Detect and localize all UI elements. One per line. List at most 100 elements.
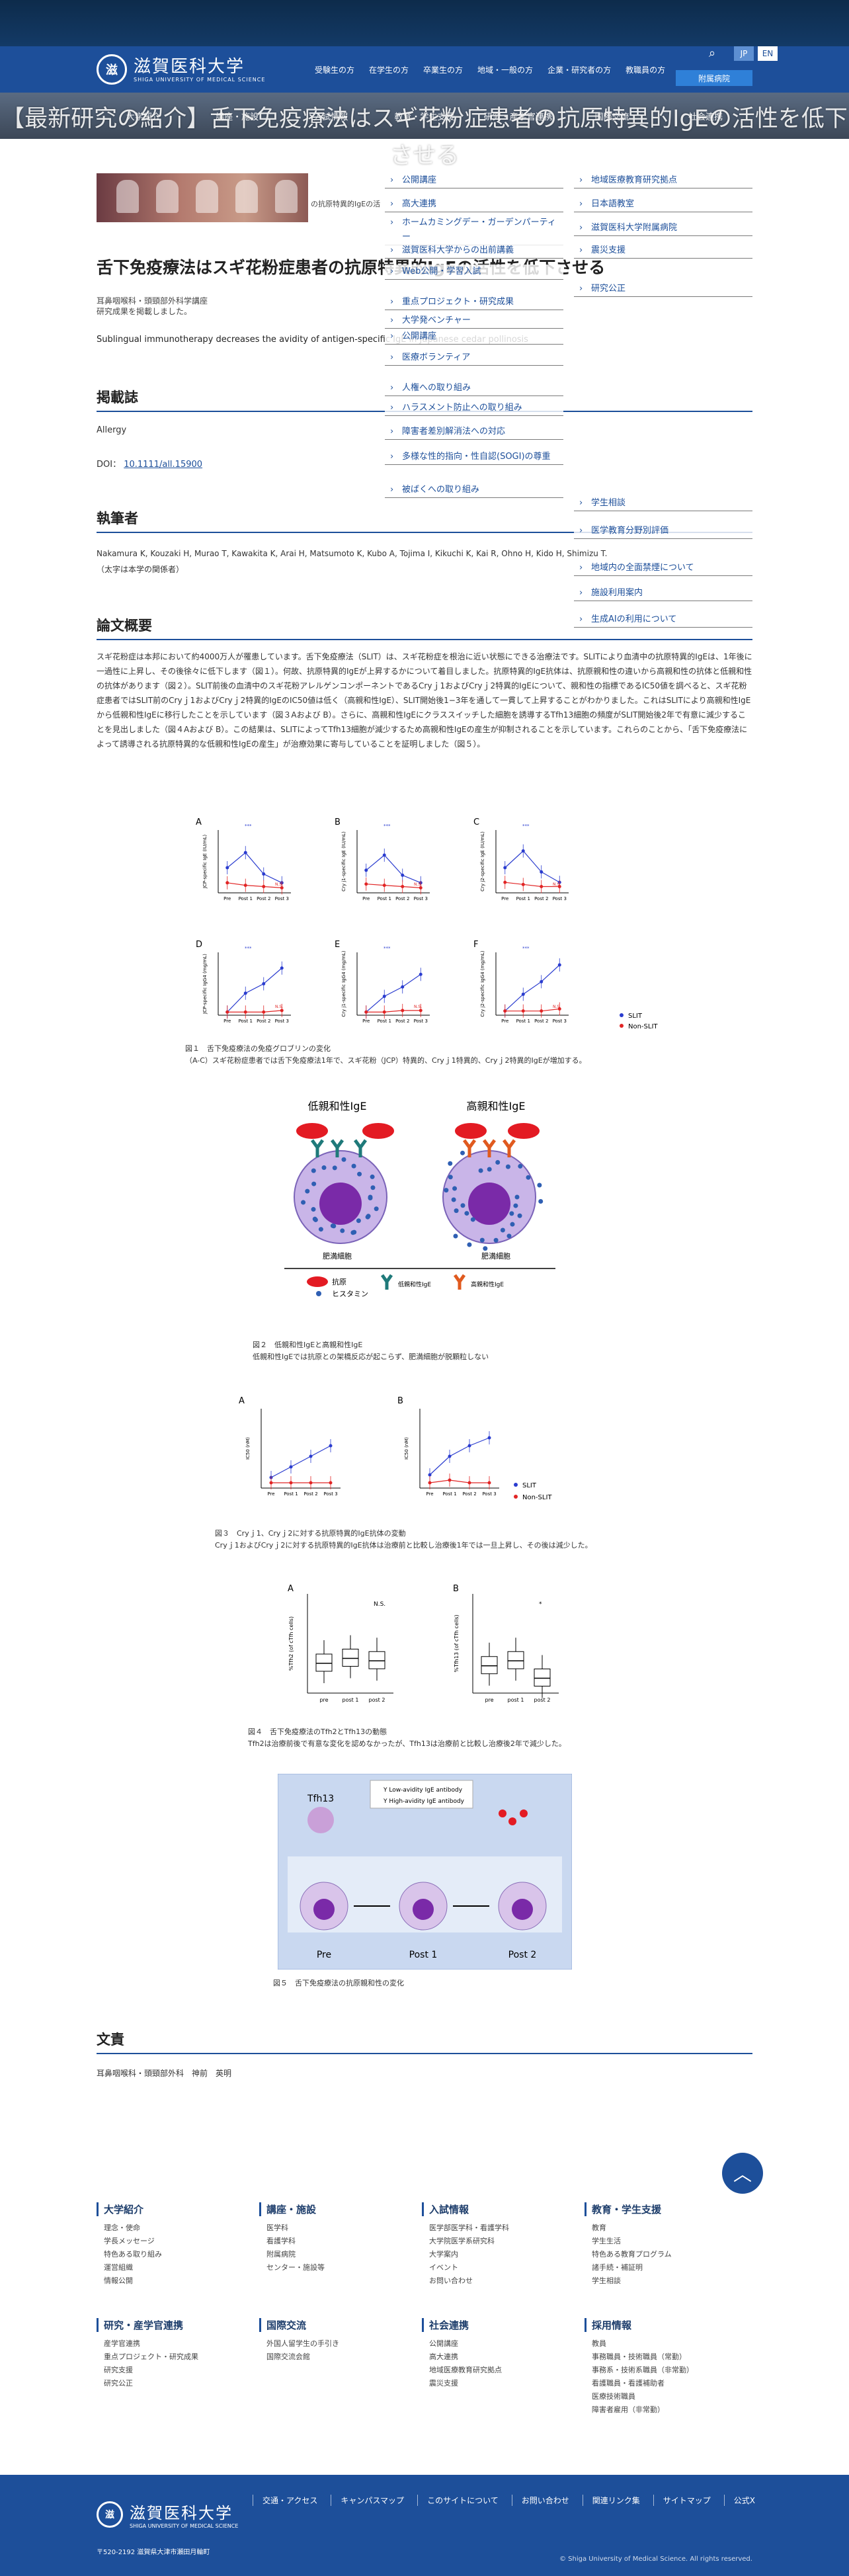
lang-jp-button[interactable]: JP [734,46,754,61]
gnav-item-departments[interactable]: 講座・施設 [216,112,259,122]
gnav-item-education[interactable]: 教育・学生支援 [394,112,455,122]
mega-menu-item[interactable]: ホームカミングデー・ガーデンパーティー [385,216,563,245]
mega-menu-item[interactable]: 滋賀医科大学附属病院 [574,221,752,236]
footer-link[interactable]: 医療技術職員 [592,2392,635,2401]
doi-link[interactable]: 10.1111/all.15900 [124,460,203,470]
footer-link[interactable]: センター・施設等 [266,2263,325,2272]
footer-link[interactable]: 重点プロジェクト・研究成果 [104,2352,198,2361]
footer-link[interactable]: 外国人留学生の手引き [266,2339,339,2348]
mega-menu-item[interactable]: 被ばくへの取り組み [385,483,563,498]
gnav-item-admissions[interactable]: 入試情報 [313,112,348,122]
footer-link[interactable]: 教育 [592,2223,606,2232]
mega-menu-item[interactable]: Web公開・学習入試 [385,265,563,280]
footer-column-title[interactable]: 研究・産学官連携 [97,2318,255,2332]
granule [318,1227,323,1232]
mega-menu-item[interactable]: 公開講座 [385,329,563,345]
footer-link[interactable]: 学生生活 [592,2237,621,2245]
mega-menu-item[interactable]: 障害者差別解消法への対応 [385,425,563,440]
mega-menu-item[interactable]: 地域内の全面禁煙について [574,561,752,576]
lang-en-button[interactable]: EN [758,46,778,61]
mega-menu-item[interactable]: ハラスメント防止への取り組み [385,401,563,416]
audience-link[interactable]: 受験生の方 [315,65,355,75]
footer-link[interactable]: 事務職員・技術職員（常勤） [592,2352,686,2361]
gnav-item-international[interactable]: 国際交流 [594,112,629,122]
gnav-item-community[interactable]: 社会連携 [688,112,723,122]
mega-menu-item[interactable]: 医学教育分野別評価 [574,524,752,539]
footer-link[interactable]: 公式X [723,2495,755,2506]
audience-link[interactable]: 地域・一般の方 [477,65,534,75]
footer-link[interactable]: 附属病院 [266,2250,296,2259]
mega-menu-item[interactable]: 地域医療教育研究拠点 [574,173,752,188]
footer-link[interactable]: 高大連携 [429,2352,458,2361]
footer-link[interactable]: お問い合わせ [429,2276,473,2285]
mega-menu-item[interactable]: 人権への取り組み [385,381,563,396]
footer-link[interactable]: 運営組織 [104,2263,133,2272]
footer-link[interactable]: キャンパスマップ [331,2495,404,2506]
footer-column-title[interactable]: 国際交流 [259,2318,418,2332]
audience-link[interactable]: 在学生の方 [369,65,409,75]
footer-link[interactable]: サイトマップ [653,2495,711,2506]
footer-link[interactable]: 産学官連携 [104,2339,140,2348]
footer-link[interactable]: 交通・アクセス [253,2495,317,2506]
mega-menu-item[interactable]: 公開講座 [385,173,563,188]
footer-link[interactable]: 事務系・技術系職員（非常勤） [592,2366,694,2374]
footer-link[interactable]: 学生相談 [592,2276,621,2285]
footer-link[interactable]: 医学部医学科・看護学科 [429,2223,509,2232]
audience-link[interactable]: 企業・研究者の方 [547,65,612,75]
back-to-top-button[interactable]: ︿ [722,2153,763,2194]
mega-menu-item[interactable]: 学生相談 [574,496,752,511]
footer-link[interactable]: 公開講座 [429,2339,458,2348]
footer-link[interactable]: 研究公正 [104,2379,133,2388]
footer-link[interactable]: このサイトについて [417,2495,499,2506]
footer-link[interactable]: 情報公開 [104,2276,133,2285]
mega-menu-item[interactable]: 大学発ベンチャー [385,313,563,329]
footer-link[interactable]: 特色ある教育プログラム [592,2250,672,2259]
footer-column-title[interactable]: 社会連携 [422,2318,581,2332]
footer-link[interactable]: 看護職員・看護補助者 [592,2379,665,2388]
footer-link[interactable]: 理念・使命 [104,2223,140,2232]
mega-menu-item[interactable]: 医療ボランティア [385,351,563,366]
footer-link[interactable]: 震災支援 [429,2379,458,2388]
footer-column-title[interactable]: 採用情報 [585,2318,743,2332]
footer-link[interactable]: 関連リンク集 [582,2495,640,2506]
audience-link[interactable]: 卒業生の方 [423,65,464,75]
footer-link[interactable]: 大学院医学系研究科 [429,2237,495,2245]
mega-menu-item[interactable]: 高大連携 [385,197,563,212]
mega-menu-item[interactable]: 生成AIの利用について [574,612,752,628]
footer-logo[interactable]: 滋 滋賀医科大学 SHIGA UNIVERSITY OF MEDICAL SCI… [97,2500,238,2529]
footer-link[interactable]: 学長メッセージ [104,2237,155,2245]
mega-menu-item[interactable]: 研究公正 [574,282,752,297]
footer-link[interactable]: 特色ある取り組み [104,2250,162,2259]
footer-link[interactable]: 地域医療教育研究拠点 [429,2366,502,2374]
gnav-item-about[interactable]: 大学紹介 [126,112,161,122]
breadcrumb: の抗原特異的IgEの活 [311,200,381,208]
mega-menu-item[interactable]: 震災支援 [574,243,752,259]
gnav-item-research[interactable]: 研究・産学官連携 [483,112,553,122]
hospital-button[interactable]: 附属病院 [676,70,752,86]
logo-emblem-icon: 滋 [97,2501,123,2528]
footer-link[interactable]: 看護学科 [266,2237,296,2245]
mega-menu-item[interactable]: 多様な性的指向・性自認(SOGI)の尊重 [385,450,563,465]
footer-link[interactable]: 医学科 [266,2223,288,2232]
mega-menu-item[interactable]: 施設利用案内 [574,586,752,601]
footer-link[interactable]: 障害者雇用（非常勤） [592,2405,665,2414]
footer-link[interactable]: イベント [429,2263,458,2272]
search-icon[interactable]: ⌕ [709,46,716,60]
footer-link[interactable]: 教員 [592,2339,606,2348]
footer-column-title[interactable]: 教育・学生支援 [585,2202,743,2216]
nucleus [313,1899,335,1920]
footer-link[interactable]: 研究支援 [104,2366,133,2374]
footer-column-title[interactable]: 大学紹介 [97,2202,255,2216]
footer-link[interactable]: 国際交流会館 [266,2352,310,2361]
mega-menu-item[interactable]: 重点プロジェクト・研究成果 [385,295,563,310]
site-logo[interactable]: 滋 滋賀医科大学 SHIGA UNIVERSITY OF MEDICAL SCI… [97,54,265,85]
footer-column-title[interactable]: 入試情報 [422,2202,581,2216]
audience-link[interactable]: 教職員の方 [626,65,666,75]
footer-link[interactable]: お問い合わせ [511,2495,569,2506]
footer-column-title[interactable]: 講座・施設 [259,2202,418,2216]
mega-menu-item[interactable]: 日本語教室 [574,197,752,212]
footer-link[interactable]: 大学案内 [429,2250,458,2259]
footer-link[interactable]: 諸手続・補証明 [592,2263,643,2272]
mega-menu-item[interactable]: 滋賀医科大学からの出前講義 [385,243,563,259]
box [342,1649,359,1667]
